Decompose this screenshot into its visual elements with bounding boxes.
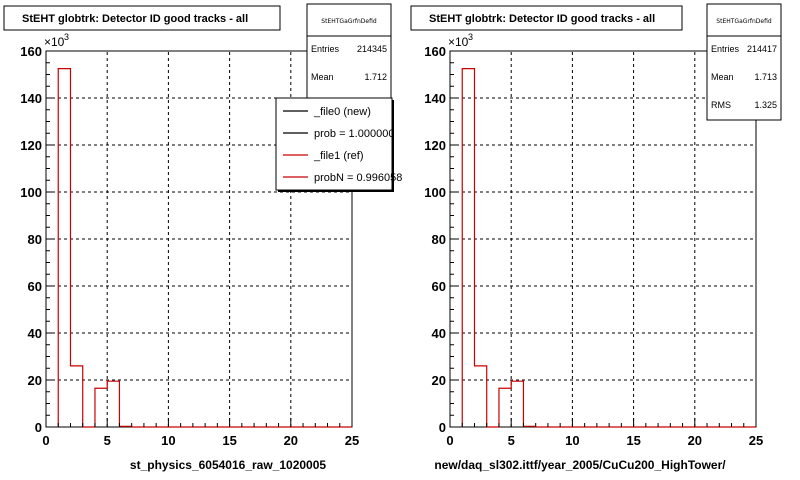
- stats-mean-label: Mean: [311, 72, 334, 82]
- histogram-series: [461, 68, 756, 428]
- grid: [450, 51, 756, 427]
- y-exponent-power: 3: [468, 32, 473, 42]
- legend: _file0 (new) prob = 1.000000 _file1 (ref) p…: [275, 97, 402, 192]
- legend-entry-label: probN = 0.996058: [314, 172, 402, 184]
- x-tick-label: 10: [565, 433, 579, 448]
- stats-entries-label: Entries: [311, 44, 340, 54]
- chart-title: StEHT globtrk: Detector ID good tracks -…: [429, 13, 655, 25]
- x-tick-label: 20: [284, 433, 298, 448]
- title-box: [3, 5, 281, 31]
- x-tick-label: 15: [626, 433, 640, 448]
- x-tick-label: 0: [42, 433, 49, 448]
- stats-box: [706, 3, 782, 121]
- y-tick-label: 160: [424, 44, 446, 59]
- stats-name: StEHTGaGrfnDefid: [716, 18, 772, 25]
- y-tick-label: 40: [28, 326, 42, 341]
- stats-rms-label: RMS: [711, 100, 731, 110]
- legend-entry-label: prob = 1.000000: [314, 128, 394, 140]
- y-tick-label: 120: [20, 138, 42, 153]
- stats-name: StEHTGaGrfnDefid: [321, 18, 377, 25]
- x-tick-label: 25: [345, 433, 359, 448]
- x-axis-label: new/daq_sl302.ittf/year_2005/CuCu200_Hig…: [434, 458, 726, 472]
- x-tick-label: 5: [508, 433, 515, 448]
- legend-entry-label: _file1 (ref): [313, 150, 364, 162]
- stats-rms-value: 1.325: [754, 100, 777, 110]
- title-box: [410, 5, 683, 31]
- x-tick-label: 20: [688, 433, 702, 448]
- y-exponent-power: 3: [64, 32, 69, 42]
- chart-panel-1: 0 5 10 15 20 25 0 20 40 60 80 100 120 140 160×10 3 st_ph…: [3, 3, 402, 472]
- y-tick-label: 20: [28, 373, 42, 388]
- y-tick-label: 80: [432, 232, 446, 247]
- stats-mean-value: 1.712: [364, 72, 387, 82]
- chart-panel-2: 0 5 10 15 20 25 0 20 40 60 80 100 120 140 160×10 3 new/d…: [410, 3, 782, 472]
- x-tick-label: 5: [104, 433, 111, 448]
- chart-title: StEHT globtrk: Detector ID good tracks -…: [22, 13, 248, 25]
- y-tick-label: 0: [439, 420, 446, 435]
- y-tick-label: 0: [35, 420, 42, 435]
- legend-entry-label: _file0 (new): [313, 106, 371, 118]
- x-tick-label: 10: [161, 433, 175, 448]
- stats-entries-value: 214417: [747, 44, 777, 54]
- y-tick-label: 60: [28, 279, 42, 294]
- x-tick-label: 25: [749, 433, 763, 448]
- y-exponent-label: ×10: [448, 35, 469, 49]
- y-tick-label: 160: [20, 44, 42, 59]
- y-tick-label: 140: [424, 91, 446, 106]
- y-tick-label: 40: [432, 326, 446, 341]
- y-tick-label: 100: [20, 185, 42, 200]
- grid: [46, 51, 352, 427]
- y-tick-label: 120: [424, 138, 446, 153]
- y-tick-label: 20: [432, 373, 446, 388]
- y-tick-label: 100: [424, 185, 446, 200]
- x-axis-label: st_physics_6054016_raw_1020005: [130, 458, 326, 472]
- y-tick-label: 60: [432, 279, 446, 294]
- y-exponent-label: ×10: [44, 35, 65, 49]
- x-tick-label: 0: [446, 433, 453, 448]
- histogram-series: [57, 68, 352, 428]
- stats-entries-value: 214345: [357, 44, 387, 54]
- stats-mean-label: Mean: [711, 72, 734, 82]
- y-tick-label: 80: [28, 232, 42, 247]
- stats-mean-value: 1.713: [754, 72, 777, 82]
- stats-entries-label: Entries: [711, 44, 740, 54]
- legend-box: [275, 97, 393, 191]
- y-tick-label: 140: [20, 91, 42, 106]
- x-tick-label: 15: [222, 433, 236, 448]
